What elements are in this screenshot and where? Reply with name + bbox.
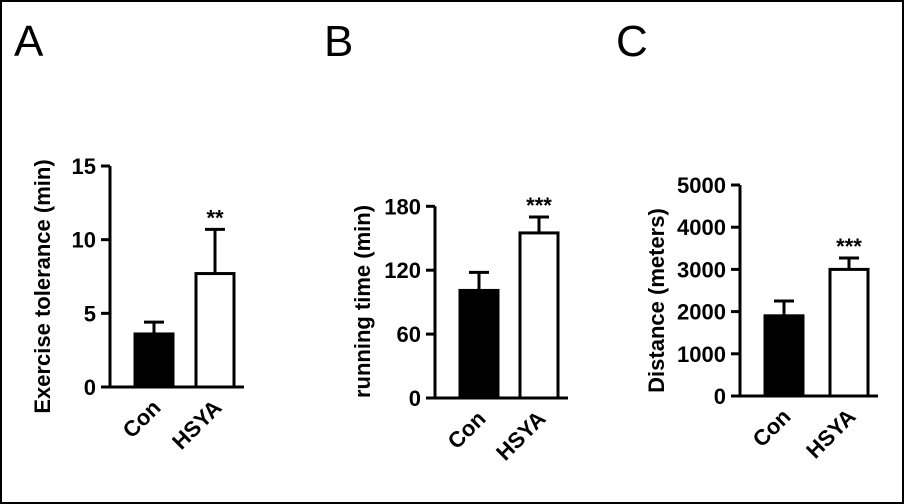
significance-marker: *** <box>836 234 862 259</box>
y-tick-label: 60 <box>397 322 421 347</box>
bar-con <box>133 332 175 389</box>
panel-letter: B <box>324 17 353 66</box>
y-axis-title: Distance (meters) <box>644 208 669 393</box>
significance-marker: *** <box>526 193 552 218</box>
bar-con <box>458 288 500 400</box>
y-tick-label: 10 <box>72 228 96 253</box>
significance-marker: ** <box>206 205 224 230</box>
y-tick-label: 0 <box>714 384 726 409</box>
y-axis-title: Exercise tolerance (min) <box>30 159 55 413</box>
bar-hsya <box>518 231 560 400</box>
bar-hsya <box>828 267 870 398</box>
bar-con <box>763 314 805 398</box>
y-tick-label: 4000 <box>677 215 726 240</box>
y-tick-label: 3000 <box>677 257 726 282</box>
y-tick-label: 120 <box>384 258 421 283</box>
panel-letter: A <box>14 17 44 66</box>
y-tick-label: 180 <box>384 194 421 219</box>
y-tick-label: 0 <box>84 375 96 400</box>
y-tick-label: 5 <box>84 301 96 326</box>
y-tick-label: 15 <box>72 154 96 179</box>
y-tick-label: 1000 <box>677 342 726 367</box>
y-tick-label: 2000 <box>677 300 726 325</box>
panel-letter: C <box>616 17 648 66</box>
y-tick-label: 0 <box>409 386 421 411</box>
y-axis-title: running time (min) <box>350 205 375 398</box>
bar-hsya <box>194 272 236 389</box>
y-tick-label: 5000 <box>677 173 726 198</box>
